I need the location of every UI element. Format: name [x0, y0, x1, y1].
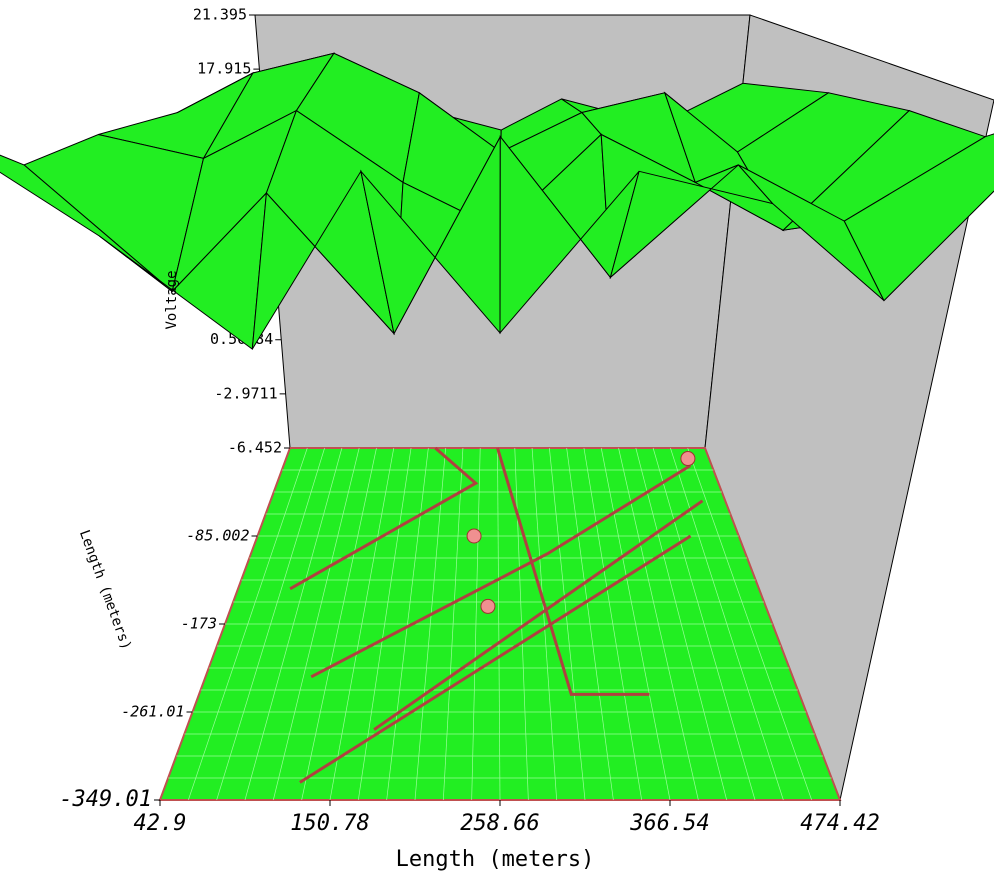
x-tick-label: 150.78 [290, 811, 369, 836]
surface-patch [23, 133, 205, 293]
y-tick-label: -349.01 [59, 787, 152, 812]
survey-line [299, 534, 692, 784]
y-tick-label: -261.01 [121, 703, 184, 721]
survey-line [310, 464, 692, 679]
x-tick-label: 366.54 [629, 811, 709, 836]
survey-line [496, 447, 650, 696]
electrode [680, 451, 696, 467]
y-tick-label: -173 [181, 614, 217, 632]
floor [158, 446, 842, 801]
surface [0, 52, 994, 351]
x-tick-label: 42.9 [134, 811, 187, 836]
z-tick-label: -2.9711 [214, 384, 277, 402]
x-tick-label: 258.66 [460, 811, 539, 836]
z-axis-label: Voltage [164, 270, 180, 329]
z-tick-label: 17.915 [197, 60, 251, 78]
x-axis-label: Length (meters) [396, 847, 595, 872]
z-tick-label: -6.452 [228, 439, 282, 457]
electrode [480, 598, 496, 614]
survey-line [373, 499, 704, 731]
survey-line [289, 446, 479, 591]
electrode [466, 528, 482, 544]
y-axis-label: Length (meters) [76, 528, 134, 652]
surface-patch [843, 133, 994, 302]
x-tick-label: 474.42 [800, 811, 879, 836]
y-tick-label: -85.002 [186, 526, 249, 544]
z-tick-label: 21.395 [193, 6, 247, 24]
